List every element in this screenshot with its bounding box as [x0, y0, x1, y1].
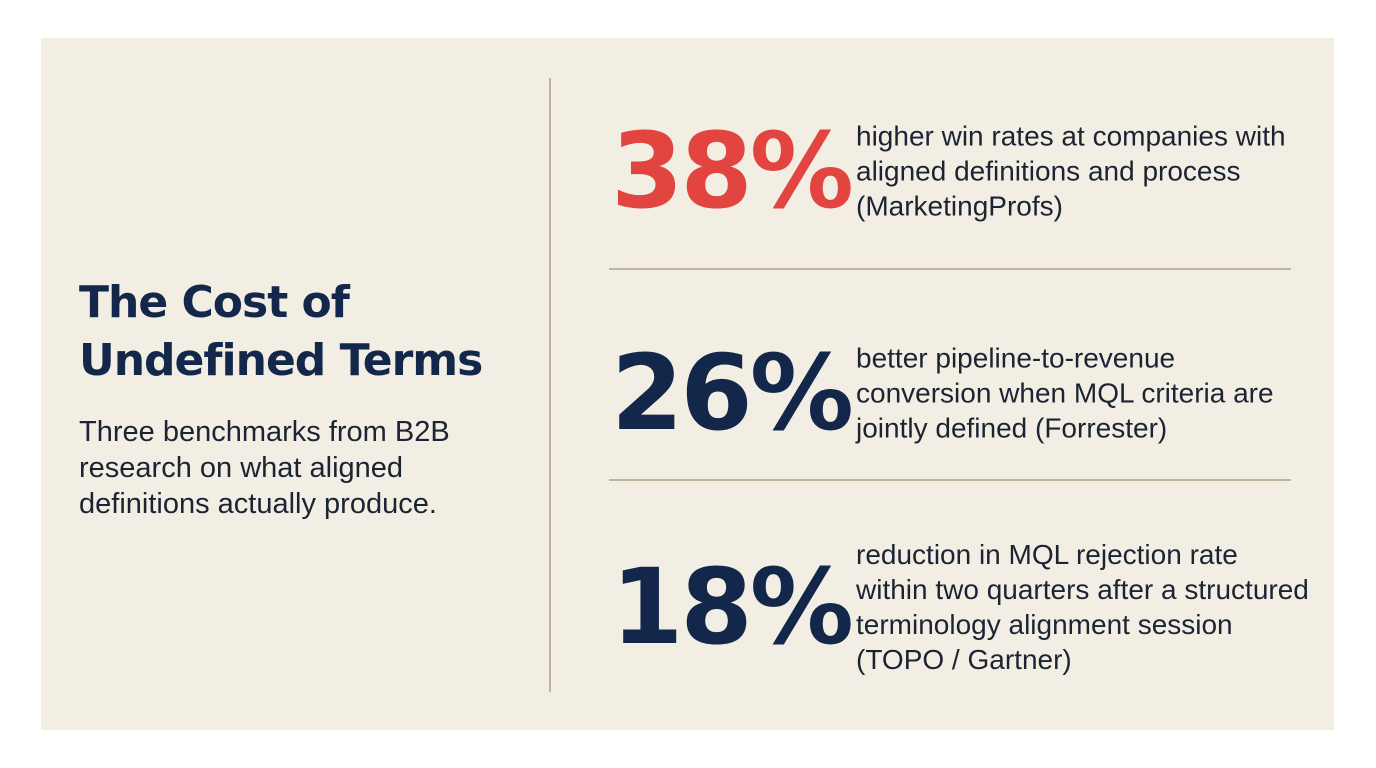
- stat-win-rates: 38% higher win rates at companies with a…: [611, 96, 1311, 246]
- stat-description: reduction in MQL rejection rate within t…: [856, 539, 1309, 675]
- vertical-divider: [549, 78, 551, 692]
- horizontal-divider: [609, 479, 1291, 481]
- stat-pipeline-conversion: 26% better pipeline-to-revenue conversio…: [611, 318, 1311, 468]
- horizontal-divider: [609, 268, 1291, 270]
- benchmark-card: The Cost of Undefined Terms Three benchm…: [41, 38, 1334, 730]
- title-line-2: Undefined Terms: [79, 335, 483, 386]
- page-title: The Cost of Undefined Terms: [79, 274, 519, 390]
- stat-mql-rejection: 18% reduction in MQL rejection rate with…: [611, 532, 1311, 682]
- stat-description: better pipeline-to-revenue conversion wh…: [856, 342, 1274, 444]
- stat-value: 38%: [611, 110, 854, 232]
- subtitle: Three benchmarks from B2B research on wh…: [79, 416, 450, 520]
- stat-value: 18%: [611, 546, 854, 668]
- stat-value: 26%: [611, 332, 854, 454]
- title-line-1: The Cost of: [79, 277, 350, 328]
- intro-panel: The Cost of Undefined Terms Three benchm…: [79, 274, 519, 522]
- stat-description: higher win rates at companies with align…: [856, 120, 1286, 222]
